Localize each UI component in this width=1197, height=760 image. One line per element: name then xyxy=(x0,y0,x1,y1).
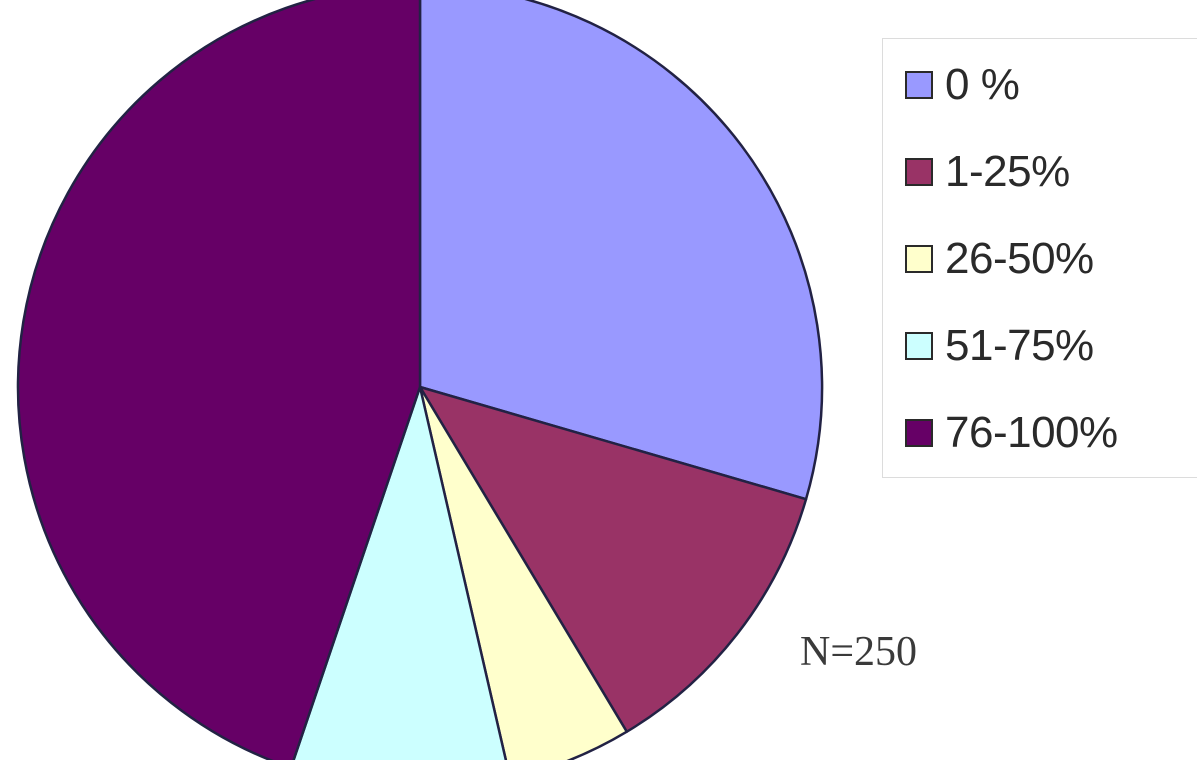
legend-item-26-50pct: 26-50% xyxy=(905,229,1094,289)
legend-item-76-100pct: 76-100% xyxy=(905,403,1118,463)
legend-swatch xyxy=(905,419,933,447)
legend-item-1-25pct: 1-25% xyxy=(905,142,1070,202)
pie-slice-51-75pct xyxy=(292,385,508,760)
pie-slice-1-25pct xyxy=(418,385,808,733)
legend-item-0-pct: 0 % xyxy=(905,55,1020,115)
legend: 0 % 1-25% 26-50% 51-75% 76-100% xyxy=(882,38,1197,478)
legend-swatch xyxy=(905,158,933,186)
legend-item-51-75pct: 51-75% xyxy=(905,316,1094,376)
legend-label: 51-75% xyxy=(945,321,1094,370)
legend-label: 26-50% xyxy=(945,234,1094,283)
pie-slice-0-pct xyxy=(418,0,824,501)
legend-label: 0 % xyxy=(945,60,1020,109)
pie-slice-76-100pct xyxy=(16,0,422,760)
legend-swatch xyxy=(905,71,933,99)
legend-label: 1-25% xyxy=(945,147,1070,196)
legend-swatch xyxy=(905,245,933,273)
sample-size-label: N=250 xyxy=(800,629,918,675)
legend-swatch xyxy=(905,332,933,360)
legend-label: 76-100% xyxy=(945,408,1118,457)
